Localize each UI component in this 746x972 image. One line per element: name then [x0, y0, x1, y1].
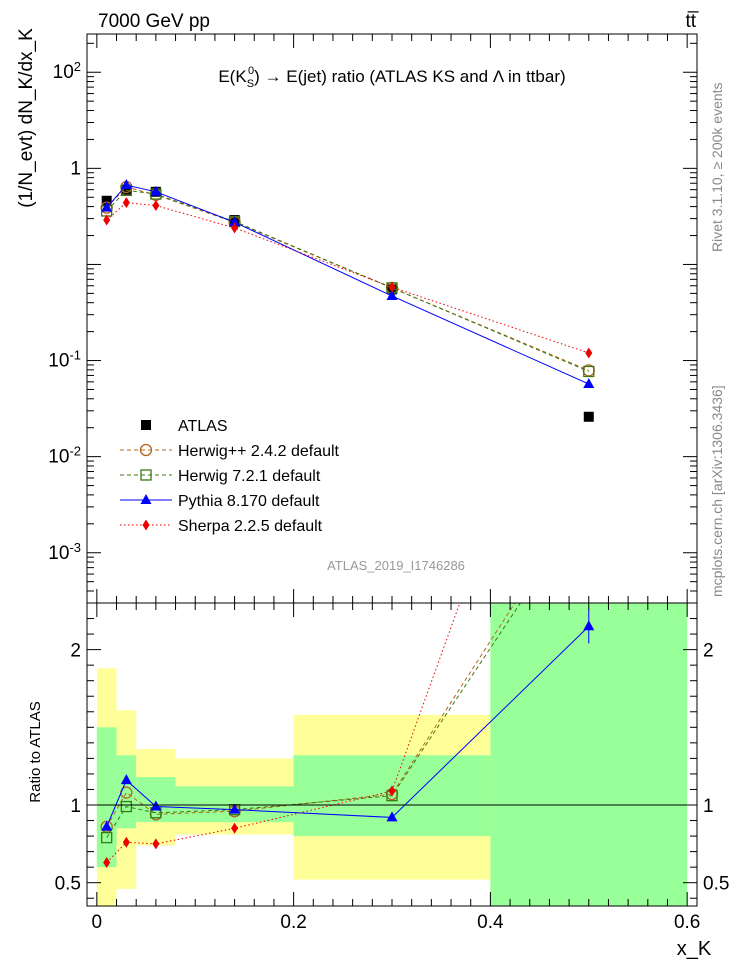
- legend: ATLAS Herwig++ 2.4.2 default Herwig 7.2.1 …: [120, 418, 340, 535]
- data-point: [120, 179, 132, 190]
- y-tick-label: 10-2: [48, 443, 81, 468]
- ratio-y-tick-label: 2: [70, 641, 81, 662]
- x-tick-label: 0.6: [674, 912, 700, 933]
- tick-base: 10: [53, 62, 74, 83]
- energy-label: 7000 GeV pp: [98, 11, 210, 32]
- stat-uncertainty-band: [96, 727, 117, 868]
- x-tick-label: 0: [92, 912, 103, 933]
- ratio-point: [386, 811, 398, 822]
- tick-base: 10: [48, 543, 69, 564]
- ratio-panel-series: [100, 603, 595, 868]
- data-point: [101, 195, 112, 206]
- rivet-label: Rivet 3.1.10, ≥ 200k events: [709, 82, 725, 252]
- series-line: [106, 189, 589, 372]
- legend-label: Herwig++ 2.4.2 default: [178, 443, 340, 460]
- tick-exponent: -2: [69, 443, 81, 458]
- data-point: [583, 378, 595, 389]
- tick-exponent: -1: [69, 347, 81, 362]
- legend-marker: [140, 469, 152, 481]
- data-point: [152, 200, 160, 212]
- ratio-point: [583, 620, 595, 631]
- legend-marker: [142, 519, 150, 531]
- ratio-point: [120, 800, 133, 813]
- data-point: [388, 281, 396, 293]
- data-point: [386, 289, 398, 300]
- main-series-4: [103, 197, 593, 359]
- data-point: [122, 197, 130, 209]
- y-tick-label: 10-1: [48, 347, 81, 372]
- legend-label: Sherpa 2.2.5 default: [178, 518, 323, 535]
- ratio-point: [101, 831, 113, 844]
- main-panel-series: [100, 179, 595, 422]
- tick-exponent: 2: [74, 59, 81, 74]
- legend-entry: Sherpa 2.2.5 default: [120, 518, 323, 535]
- ratio-point: [150, 800, 162, 811]
- series-line: [106, 186, 589, 371]
- ratio-y-tick-label-right: 2: [703, 641, 714, 662]
- y-tick-label: 1: [70, 158, 81, 179]
- legend-entry: Pythia 8.170 default: [120, 493, 320, 510]
- legend-label: Herwig 7.2.1 default: [178, 468, 321, 485]
- ratio-point: [152, 838, 160, 850]
- title-part-3: ) → E(jet) ratio (ATLAS KS and Λ in ttba…: [254, 67, 565, 86]
- legend-entry: Herwig 7.2.1 default: [120, 468, 321, 485]
- data-point: [585, 347, 593, 359]
- legend-label: Pythia 8.170 default: [178, 493, 320, 510]
- data-point: [103, 214, 111, 226]
- stat-uncertainty-band: [136, 777, 176, 823]
- series-line: [106, 202, 589, 354]
- legend-marker: [141, 420, 151, 430]
- ratio-line: [106, 603, 516, 828]
- title-part-0: E(K: [218, 67, 247, 86]
- data-point: [150, 185, 162, 196]
- ratio-point: [103, 856, 111, 868]
- legend-entry: ATLAS: [141, 418, 228, 435]
- tick-base: 10: [48, 351, 69, 372]
- ratio-y-axis-label: Ratio to ATLAS: [27, 701, 44, 802]
- title-part-1: S: [247, 78, 254, 90]
- ratio-uncertainty-bands: [96, 603, 688, 906]
- main-series-3: [101, 179, 595, 389]
- legend-marker: [140, 494, 152, 504]
- ratio-point: [122, 836, 130, 848]
- plot-title: E(KS0) → E(jet) ratio (ATLAS KS and Λ in…: [218, 65, 565, 90]
- ratio-point: [231, 822, 239, 834]
- legend-marker: [139, 443, 153, 457]
- y-tick-label: 102: [53, 59, 81, 84]
- data-point: [231, 222, 239, 234]
- main-y-axis-label: (1/N_evt) dN_K/dx_K: [16, 28, 37, 208]
- data-point: [121, 184, 132, 195]
- data-point: [583, 365, 595, 378]
- legend-entry: Herwig++ 2.4.2 default: [120, 443, 340, 460]
- analysis-id: ATLAS_2019_I1746286: [327, 558, 465, 573]
- ratio-point: [388, 785, 396, 797]
- tick-base: 10: [48, 447, 69, 468]
- x-axis-label: x_K: [677, 938, 712, 960]
- process-label: tt̅: [685, 11, 699, 32]
- ratio-line: [106, 625, 590, 827]
- data-point: [583, 411, 594, 422]
- ratio-line: [106, 603, 461, 863]
- ratio-series-2: [101, 609, 595, 831]
- data-point: [229, 216, 241, 227]
- stat-uncertainty-band: [490, 603, 688, 906]
- data-point: [101, 201, 113, 212]
- ratio-y-tick-label-right: 0.5: [703, 874, 729, 895]
- y-tick-label: 10-3: [48, 539, 81, 564]
- title-part-2: 0: [248, 65, 254, 77]
- x-tick-label: 0.4: [477, 912, 504, 933]
- ratio-series-3: [103, 603, 461, 868]
- ratio-y-tick-label-right: 1: [703, 796, 714, 817]
- ratio-y-tick-label: 0.5: [55, 874, 81, 895]
- source-label: mcplots.cern.ch [arXiv:1306.3436]: [709, 385, 725, 597]
- ratio-point: [101, 820, 113, 831]
- legend-label: ATLAS: [178, 418, 228, 435]
- ratio-point: [120, 774, 132, 785]
- tick-exponent: -3: [69, 539, 81, 554]
- x-tick-label: 0.2: [280, 912, 306, 933]
- ratio-y-tick-label: 1: [70, 796, 81, 817]
- ratio-point: [229, 803, 241, 814]
